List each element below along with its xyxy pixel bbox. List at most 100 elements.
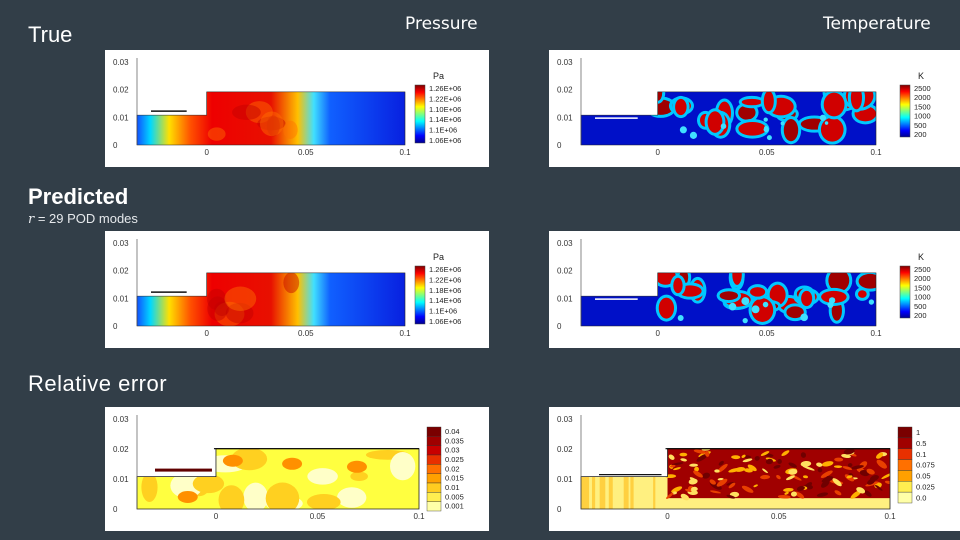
error-speckle xyxy=(731,455,741,460)
error-speckle xyxy=(834,457,844,462)
x-tick-label: 0.1 xyxy=(399,329,411,338)
pod-rank-text: = 29 POD modes xyxy=(34,211,138,226)
row-label-relative-error: Relative error xyxy=(28,371,168,396)
flame-pocket xyxy=(675,98,687,116)
error-speckle xyxy=(689,463,699,467)
error-speckle xyxy=(716,478,728,487)
error-region xyxy=(218,485,245,509)
y-tick-label: 0.02 xyxy=(113,86,129,95)
colorbar-label: 0.005 xyxy=(445,492,464,501)
colorbar xyxy=(414,84,426,144)
colorbar-step xyxy=(426,501,442,512)
error-streak xyxy=(630,476,634,509)
flame-eddy xyxy=(689,131,698,139)
y-tick-label: 0.02 xyxy=(557,86,573,95)
colorbar-label: 0.02 xyxy=(445,464,460,473)
colorbar-label: 1.06E+06 xyxy=(429,317,461,326)
y-tick-label: 0.03 xyxy=(557,239,573,248)
error-speckle xyxy=(788,462,797,468)
colorbar xyxy=(414,265,426,325)
flame-eddy xyxy=(742,317,748,324)
error-speckle xyxy=(843,448,855,455)
flame-eddy xyxy=(828,297,836,304)
injector-error-strip xyxy=(155,468,212,472)
error-speckle xyxy=(820,480,830,488)
flame-pocket xyxy=(801,290,813,307)
y-tick-label: 0.03 xyxy=(113,415,129,424)
colorbar-label: 200 xyxy=(914,311,927,320)
flame-pocket xyxy=(763,91,774,112)
colorbar-step xyxy=(897,481,913,493)
row-label-predicted: Predicted xyxy=(28,184,129,209)
colorbar-label: 0.5 xyxy=(916,439,926,448)
error-region xyxy=(337,487,367,508)
flame-eddy xyxy=(780,121,785,126)
x-tick-label: 0 xyxy=(655,148,660,157)
colorbar-label: 500 xyxy=(914,121,927,130)
colorbar-step xyxy=(426,426,442,437)
error-speckle xyxy=(741,485,754,493)
colorbar-label: 0.025 xyxy=(445,455,464,464)
error-region xyxy=(265,482,300,509)
colorbar-label: 0.075 xyxy=(916,461,935,470)
error-speckle xyxy=(776,474,781,480)
colorbar-unit: K xyxy=(918,252,924,262)
error-speckle xyxy=(760,451,770,456)
y-tick-label: 0.02 xyxy=(113,445,129,454)
error-speckle xyxy=(669,464,676,468)
error-speckle xyxy=(876,459,887,469)
error-speckle xyxy=(851,465,864,470)
error-speckle xyxy=(842,466,853,471)
colorbar-label: 2500 xyxy=(914,84,931,93)
error-speckle xyxy=(726,481,736,486)
colorbar-label: 1500 xyxy=(914,102,931,111)
error-speckle xyxy=(717,477,724,481)
colorbar-label: 0.001 xyxy=(445,502,464,511)
pressure-field-svg: 0.03 0.02 0.01 0 0 0.05 0.1 Pa 1.26E+061.22E+06 1… xyxy=(113,239,461,338)
error-speckle xyxy=(876,452,884,459)
column-header-temperature: Temperature xyxy=(823,14,931,34)
x-tick-label: 0.1 xyxy=(870,148,882,157)
x-tick-label: 0.05 xyxy=(771,512,787,521)
error-speckle xyxy=(765,458,773,465)
x-tick-label: 0.05 xyxy=(759,148,775,157)
colorbar-step xyxy=(897,491,913,504)
plot-temperature-predicted: 0.03 0.02 0.01 0 0 0.05 0.1 K 2500 2000 1500 1000 50… xyxy=(549,231,960,348)
flame-pocket xyxy=(741,98,763,106)
error-speckle xyxy=(790,491,797,497)
pressure-blob xyxy=(207,296,228,321)
flame-pocket xyxy=(707,111,723,133)
y-tick-label: 0.01 xyxy=(113,294,129,303)
error-streak xyxy=(653,476,656,509)
colorbar-step xyxy=(426,492,442,502)
plot-pressure-error: 0.03 0.02 0.01 0 0 0.05 0.1 0.04 0.035 0.03 0.025 0… xyxy=(105,407,489,531)
colorbar-unit: K xyxy=(918,71,924,81)
plot-temperature-error: 0.03 0.02 0.01 0 0 0.05 0.1 1 0.5 0.1 0.075 0.05 0.0… xyxy=(549,407,960,531)
flame-eddy xyxy=(677,315,684,321)
colorbar-step xyxy=(897,448,913,460)
colorbar-label: 2500 xyxy=(914,265,931,274)
x-tick-label: 0 xyxy=(665,512,670,521)
pressure-blob xyxy=(207,127,226,141)
flame-pocket xyxy=(821,290,847,303)
error-speckle xyxy=(726,494,736,499)
error-speckle xyxy=(841,453,852,459)
error-speckle xyxy=(693,449,707,454)
error-speckle xyxy=(800,460,812,467)
x-tick-label: 0 xyxy=(204,329,209,338)
error-hotspot xyxy=(177,490,198,503)
error-speckle xyxy=(680,493,690,501)
flame-pocket xyxy=(658,297,675,319)
error-streak xyxy=(591,476,596,509)
colorbar-step xyxy=(897,437,913,449)
error-speckle xyxy=(820,470,833,479)
x-tick-label: 0.05 xyxy=(310,512,326,521)
flame-pocket xyxy=(738,122,767,136)
x-tick-label: 0.05 xyxy=(298,148,314,157)
error-speckle xyxy=(694,466,699,472)
flame-pocket xyxy=(750,287,766,297)
error-speckle xyxy=(672,462,684,466)
error-speckle xyxy=(867,478,876,485)
colorbar xyxy=(899,84,911,138)
